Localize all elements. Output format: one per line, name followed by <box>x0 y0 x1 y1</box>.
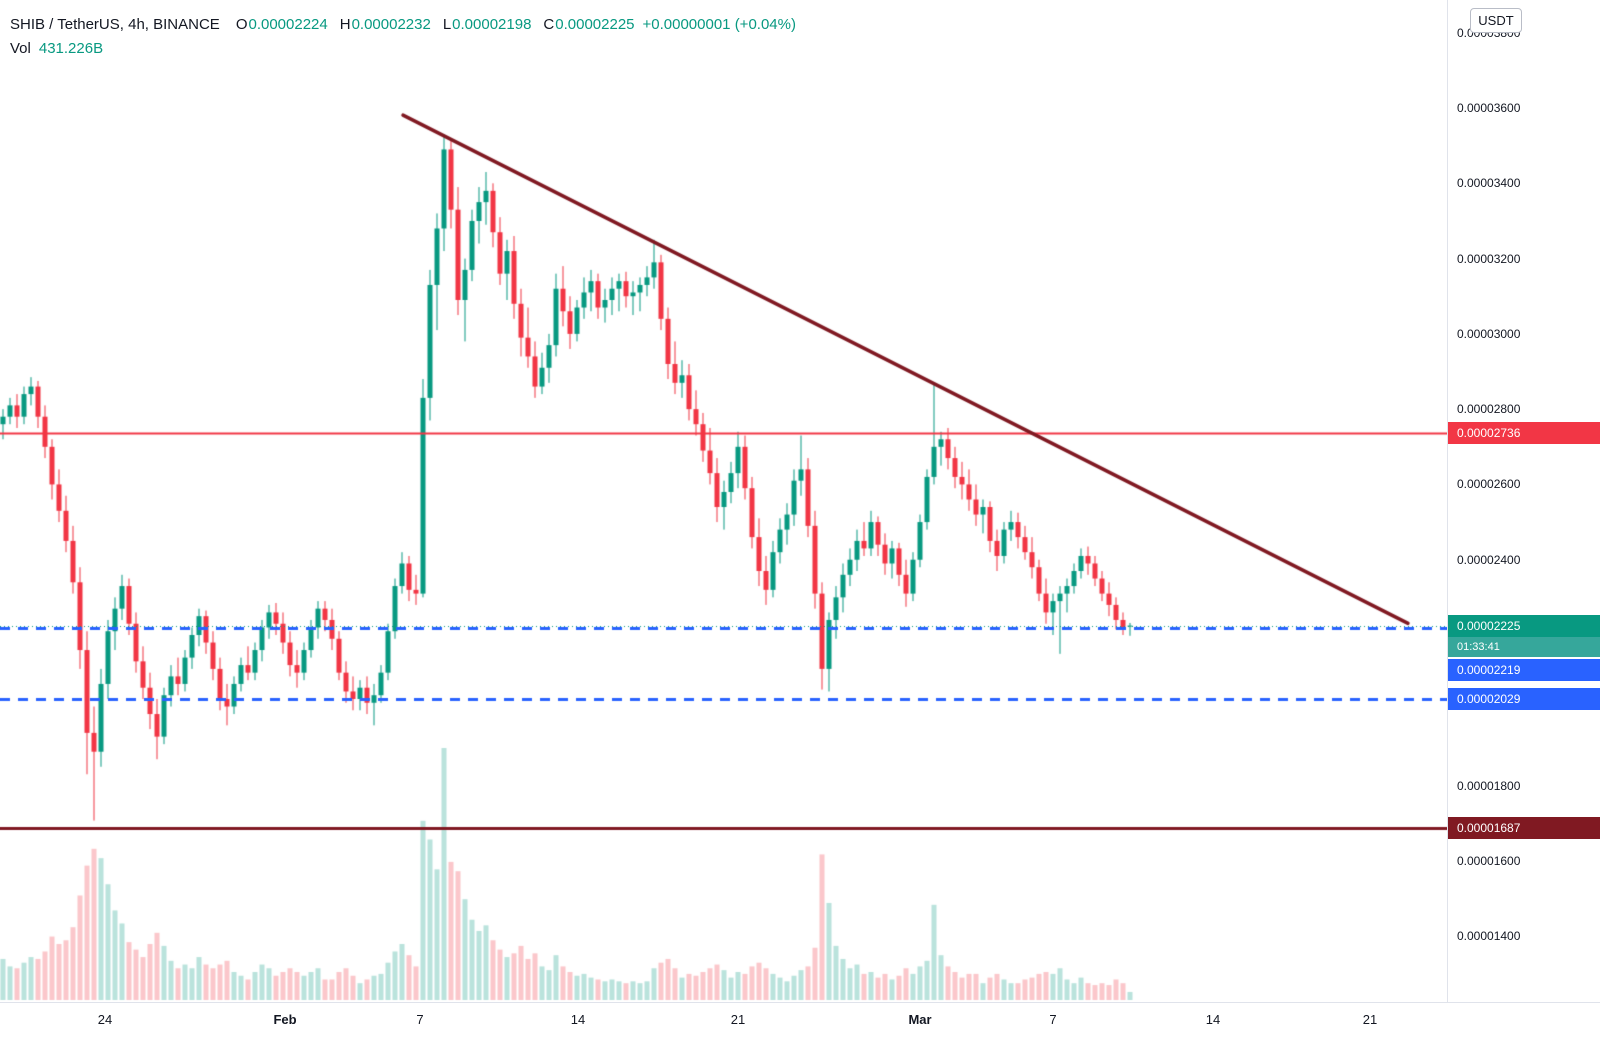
price-tick: 0.00003000 <box>1457 326 1521 341</box>
time-tick-7: 7 <box>1049 1012 1057 1027</box>
price-tag-alert-2736[interactable]: 0.00002736 <box>1448 422 1600 445</box>
high-value: 0.00002232 <box>351 16 431 33</box>
time-axis[interactable]: 24 Feb 7 14 21 Mar 7 14 21 <box>0 1002 1600 1058</box>
time-tick-21: 21 <box>730 1012 746 1027</box>
change-value: +0.00000001 (+0.04%) <box>642 16 796 33</box>
price-tick: 0.00002800 <box>1457 402 1521 417</box>
price-tag-alert-1687[interactable]: 0.00001687 <box>1448 817 1600 840</box>
open-value: 0.00002224 <box>248 16 328 33</box>
price-tick: 0.00001400 <box>1457 929 1521 944</box>
legend-row-volume: Vol 431.226B <box>10 37 796 61</box>
price-tick: 0.00001600 <box>1457 853 1521 868</box>
symbol-title[interactable]: SHIB / TetherUS, 4h, BINANCE <box>10 16 220 33</box>
chart-legend: SHIB / TetherUS, 4h, BINANCE O0.00002224 H… <box>10 13 796 61</box>
price-tag-level-2219[interactable]: 0.00002219 <box>1448 659 1600 681</box>
price-tag-last[interactable]: 0.00002225 <box>1448 614 1600 637</box>
time-tick-14: 14 <box>1205 1012 1221 1027</box>
close-label: C <box>543 16 555 33</box>
high-label: H <box>339 16 351 33</box>
low-label: L <box>442 16 452 33</box>
time-tick-24: 24 <box>97 1012 113 1027</box>
price-tick: 0.00002600 <box>1457 477 1521 492</box>
price-tick: 0.00003400 <box>1457 176 1521 191</box>
low-value: 0.00002198 <box>452 16 532 33</box>
time-tick-7: 7 <box>416 1012 424 1027</box>
volume-value: 431.226B <box>38 40 104 57</box>
price-tick: 0.00001800 <box>1457 778 1521 793</box>
price-axis[interactable]: USDT 0.000038000.000036000.000034000.000… <box>1447 0 1600 1002</box>
time-tick-14: 14 <box>570 1012 586 1027</box>
currency-toggle-usdt[interactable]: USDT <box>1470 8 1522 33</box>
price-chart[interactable] <box>0 0 1447 1002</box>
time-tick-mar: Mar <box>908 1012 932 1027</box>
close-value: 0.00002225 <box>555 16 635 33</box>
legend-row-symbol: SHIB / TetherUS, 4h, BINANCE O0.00002224 H… <box>10 13 796 37</box>
price-tick: 0.00002400 <box>1457 552 1521 567</box>
price-tag-level-2029[interactable]: 0.00002029 <box>1448 688 1600 711</box>
time-tick-21: 21 <box>1362 1012 1378 1027</box>
volume-label: Vol <box>10 40 31 57</box>
price-tick: 0.00003200 <box>1457 251 1521 266</box>
time-tick-feb: Feb <box>273 1012 297 1027</box>
price-tag-countdown: 01:33:41 <box>1448 637 1600 657</box>
price-tick: 0.00003600 <box>1457 101 1521 116</box>
open-label: O <box>235 16 248 33</box>
